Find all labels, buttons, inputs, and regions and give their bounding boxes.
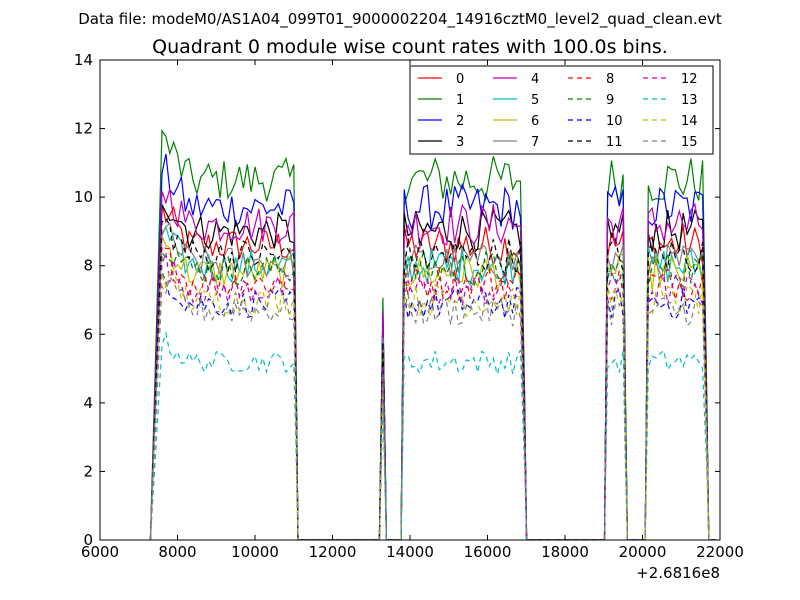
legend-label-13: 13 <box>681 93 698 108</box>
series-line-13 <box>149 331 717 540</box>
series-line-15 <box>149 275 717 540</box>
legend-label-3: 3 <box>456 135 464 150</box>
legend-label-10: 10 <box>606 114 623 129</box>
series-line-1 <box>149 128 717 540</box>
legend-label-9: 9 <box>606 93 614 108</box>
y-tick-label: 2 <box>83 462 93 480</box>
y-tick-label: 8 <box>83 257 93 275</box>
plot-area <box>149 128 717 540</box>
x-tick-label: 6000 <box>81 543 119 561</box>
series-line-10 <box>149 271 717 540</box>
y-tick-label: 6 <box>83 325 93 343</box>
series-line-2 <box>149 153 717 540</box>
x-tick-label: 16000 <box>464 543 512 561</box>
legend-label-2: 2 <box>456 114 464 129</box>
y-tick-label: 4 <box>83 394 93 412</box>
x-tick-label: 18000 <box>541 543 589 561</box>
x-tick-label: 10000 <box>231 543 279 561</box>
figure-suptitle: Data file: modeM0/AS1A04_099T01_90000022… <box>78 10 722 29</box>
x-tick-label: 14000 <box>386 543 434 561</box>
legend-label-14: 14 <box>681 114 698 129</box>
legend-label-8: 8 <box>606 72 614 87</box>
series-line-3 <box>149 204 717 540</box>
legend-label-0: 0 <box>456 72 464 87</box>
legend-label-15: 15 <box>681 135 698 150</box>
y-tick-label: 14 <box>74 51 93 69</box>
x-tick-label: 22000 <box>696 543 744 561</box>
series-line-14 <box>149 267 717 540</box>
x-offset-label: +2.6816e8 <box>636 564 720 582</box>
legend-box <box>409 65 714 155</box>
series-line-7 <box>149 222 717 540</box>
x-tick-label: 8000 <box>158 543 196 561</box>
legend-label-11: 11 <box>606 135 623 150</box>
axis-ticks: 6000 8000 10000 12000 14000 16000 18000 20000 22… <box>74 51 744 561</box>
series-line-11 <box>149 217 717 540</box>
legend-label-4: 4 <box>531 72 539 87</box>
x-tick-label: 20000 <box>619 543 667 561</box>
y-tick-label: 0 <box>83 531 93 549</box>
x-tick-label: 12000 <box>309 543 357 561</box>
series-line-8 <box>149 245 717 540</box>
legend-label-5: 5 <box>531 93 539 108</box>
legend-label-1: 1 <box>456 93 464 108</box>
legend-label-12: 12 <box>681 72 698 87</box>
y-tick-label: 10 <box>74 188 93 206</box>
series-line-6 <box>149 236 717 540</box>
chart-title: Quadrant 0 module wise count rates with … <box>152 36 668 58</box>
legend-label-6: 6 <box>531 114 539 129</box>
series-line-9 <box>149 250 717 540</box>
series-line-12 <box>149 252 717 540</box>
y-tick-label: 12 <box>74 120 93 138</box>
legend-label-7: 7 <box>531 135 539 150</box>
series-line-4 <box>149 188 717 540</box>
